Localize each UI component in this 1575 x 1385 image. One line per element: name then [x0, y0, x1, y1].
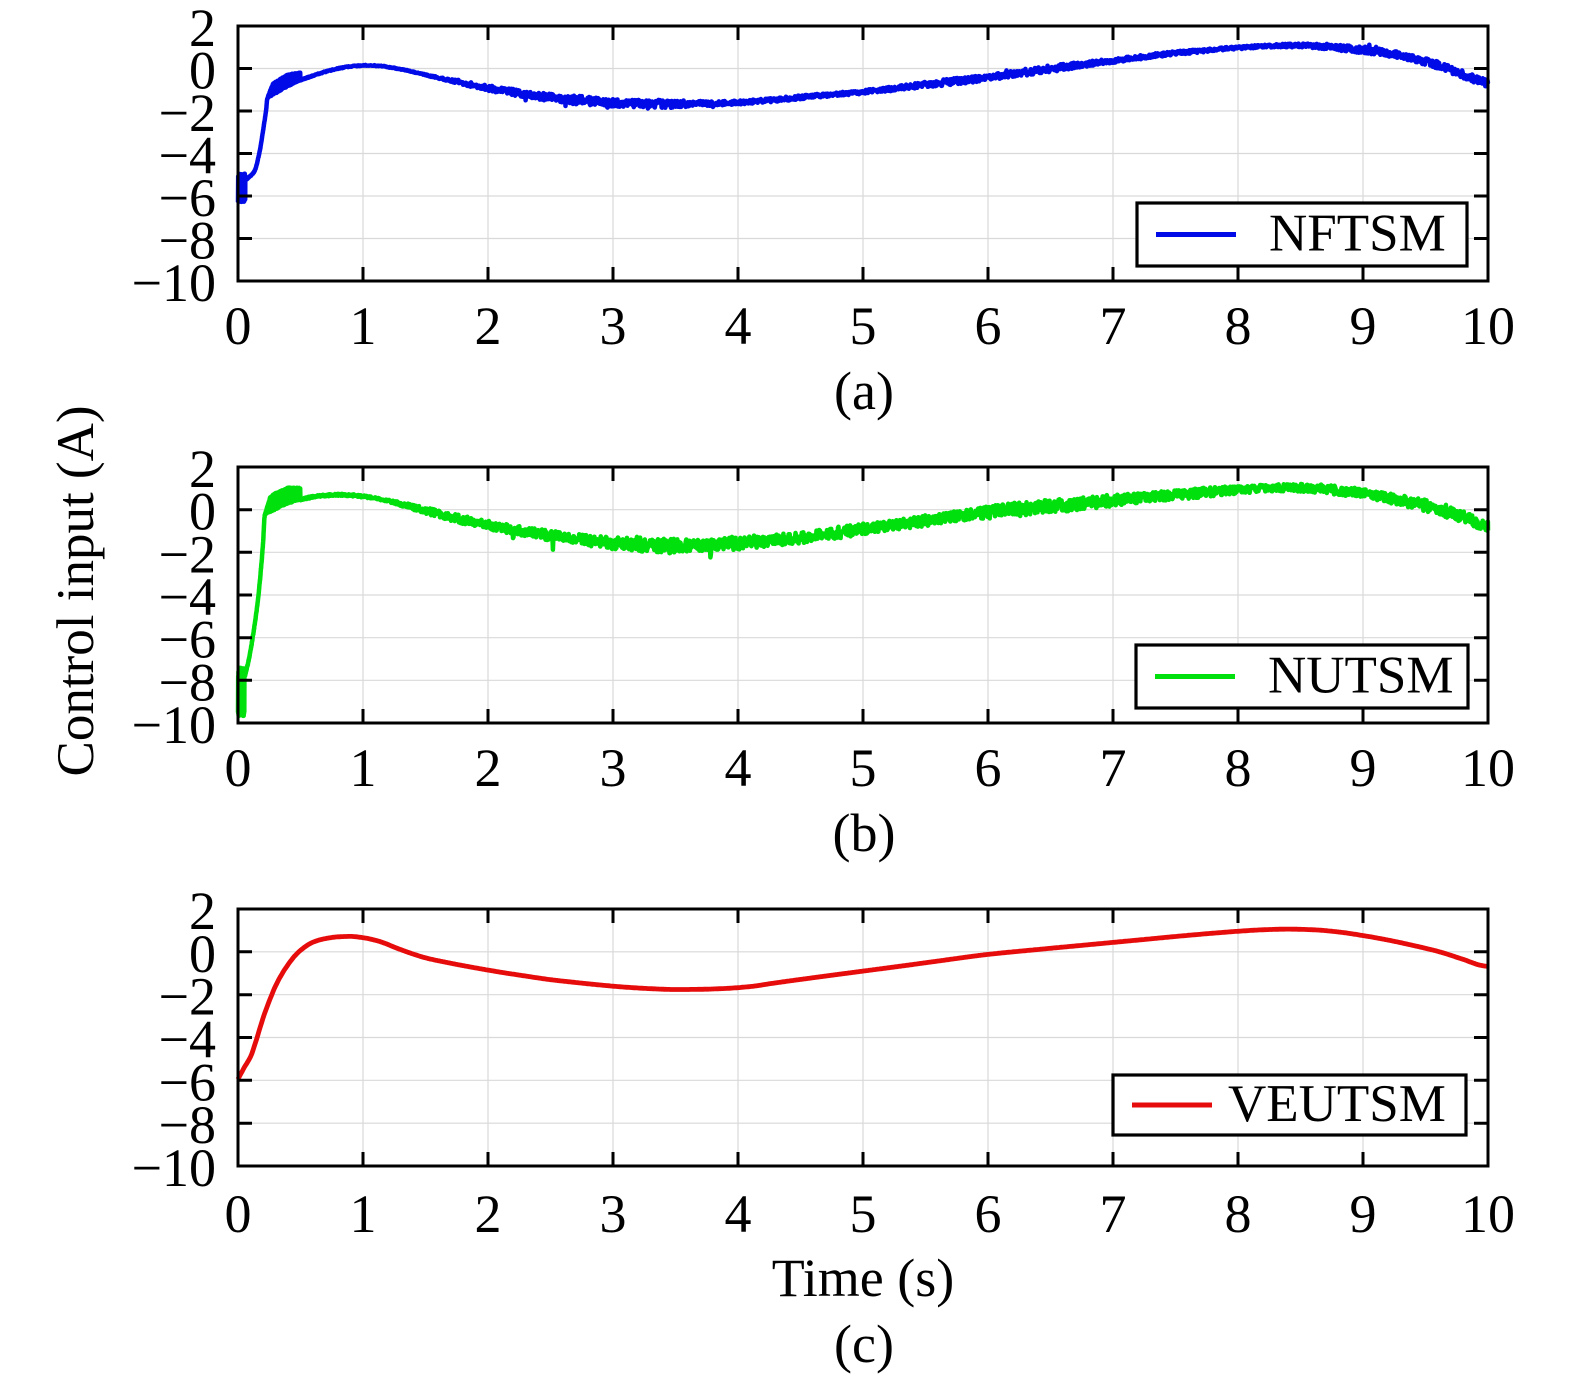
- svg-text:Control input (A): Control input (A): [47, 406, 105, 777]
- svg-text:3: 3: [600, 738, 627, 798]
- svg-text:−4: −4: [159, 126, 216, 186]
- svg-text:−8: −8: [159, 1095, 216, 1155]
- svg-text:7: 7: [1100, 1184, 1127, 1244]
- svg-text:2: 2: [189, 439, 216, 499]
- svg-text:VEUTSM: VEUTSM: [1228, 1075, 1446, 1133]
- svg-text:−2: −2: [159, 524, 216, 584]
- svg-text:4: 4: [725, 1184, 752, 1244]
- svg-text:NUTSM: NUTSM: [1268, 647, 1454, 705]
- svg-text:2: 2: [189, 881, 216, 941]
- svg-text:1: 1: [350, 1184, 377, 1244]
- svg-text:0: 0: [225, 1184, 252, 1244]
- svg-text:5: 5: [850, 296, 877, 356]
- svg-text:−8: −8: [159, 652, 216, 712]
- svg-text:−10: −10: [132, 1138, 216, 1198]
- svg-text:10: 10: [1461, 738, 1515, 798]
- svg-text:0: 0: [225, 738, 252, 798]
- svg-text:−2: −2: [159, 967, 216, 1027]
- svg-text:0: 0: [225, 296, 252, 356]
- svg-text:−6: −6: [159, 1052, 216, 1112]
- svg-text:5: 5: [850, 1184, 877, 1244]
- svg-text:0: 0: [189, 924, 216, 984]
- svg-text:8: 8: [1225, 1184, 1252, 1244]
- svg-text:7: 7: [1100, 296, 1127, 356]
- svg-text:6: 6: [975, 296, 1002, 356]
- svg-text:(a): (a): [834, 361, 894, 421]
- svg-text:Time (s): Time (s): [772, 1248, 955, 1308]
- svg-text:1: 1: [350, 296, 377, 356]
- svg-text:−4: −4: [159, 1010, 216, 1070]
- svg-text:(c): (c): [834, 1314, 894, 1374]
- svg-text:1: 1: [350, 738, 377, 798]
- svg-text:2: 2: [189, 0, 216, 58]
- svg-text:9: 9: [1350, 738, 1377, 798]
- svg-text:3: 3: [600, 1184, 627, 1244]
- svg-text:NFTSM: NFTSM: [1269, 205, 1446, 263]
- svg-text:8: 8: [1225, 738, 1252, 798]
- svg-text:−6: −6: [159, 610, 216, 670]
- svg-text:9: 9: [1350, 296, 1377, 356]
- svg-text:10: 10: [1461, 296, 1515, 356]
- svg-text:5: 5: [850, 738, 877, 798]
- svg-text:2: 2: [475, 1184, 502, 1244]
- svg-text:−8: −8: [159, 211, 216, 271]
- svg-text:−10: −10: [132, 695, 216, 755]
- svg-text:10: 10: [1461, 1184, 1515, 1244]
- svg-text:7: 7: [1100, 738, 1127, 798]
- svg-text:4: 4: [725, 296, 752, 356]
- svg-text:9: 9: [1350, 1184, 1377, 1244]
- svg-text:6: 6: [975, 738, 1002, 798]
- svg-text:2: 2: [475, 296, 502, 356]
- svg-text:0: 0: [189, 41, 216, 101]
- svg-text:8: 8: [1225, 296, 1252, 356]
- svg-text:(b): (b): [833, 803, 896, 863]
- svg-text:−10: −10: [132, 253, 216, 313]
- svg-text:−4: −4: [159, 567, 216, 627]
- svg-text:−6: −6: [159, 168, 216, 228]
- svg-text:3: 3: [600, 296, 627, 356]
- svg-text:−2: −2: [159, 83, 216, 143]
- svg-text:0: 0: [189, 482, 216, 542]
- svg-text:2: 2: [475, 738, 502, 798]
- svg-text:6: 6: [975, 1184, 1002, 1244]
- svg-text:4: 4: [725, 738, 752, 798]
